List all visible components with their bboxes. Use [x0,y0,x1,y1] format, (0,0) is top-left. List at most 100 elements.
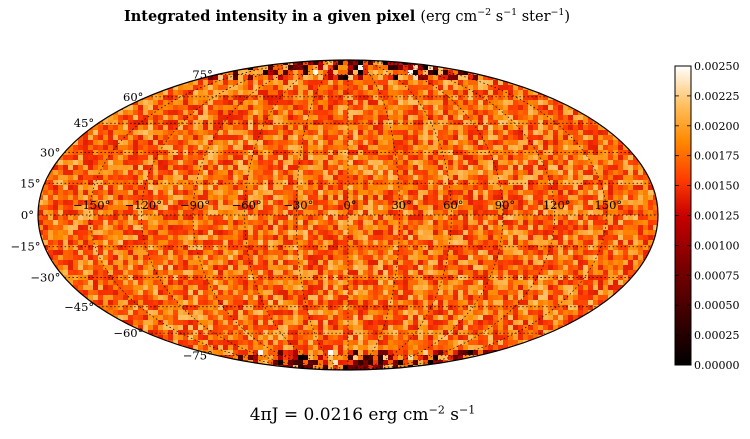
heatmap-cell [228,130,233,135]
heatmap-cell [323,100,328,105]
heatmap-cell [348,260,353,265]
heatmap-cell [428,260,433,265]
heatmap-cell [568,255,573,260]
heatmap-cell [463,110,468,115]
heatmap-cell [78,265,83,270]
heatmap-cell [533,135,538,140]
heatmap-cell [408,220,413,225]
heatmap-cell [53,245,58,250]
heatmap-cell [258,165,263,170]
heatmap-cell [178,240,183,245]
heatmap-cell [303,245,308,250]
heatmap-cell [218,155,223,160]
heatmap-cell [588,245,593,250]
heatmap-cell [453,235,458,240]
heatmap-cell [158,190,163,195]
heatmap-cell [228,200,233,205]
heatmap-cell [273,160,278,165]
heatmap-cell [458,95,463,100]
heatmap-cell [133,260,138,265]
heatmap-cell [188,245,193,250]
heatmap-cell [73,145,78,150]
heatmap-cell [458,210,463,215]
heatmap-cell [258,255,263,260]
heatmap-cell [148,290,153,295]
heatmap-cell [233,110,238,115]
heatmap-cell [113,270,118,275]
heatmap-cell [438,250,443,255]
heatmap-cell [483,215,488,220]
heatmap-cell [398,105,403,110]
heatmap-cell [513,110,518,115]
heatmap-cell [608,255,613,260]
heatmap-cell [43,255,48,260]
heatmap-cell [98,220,103,225]
heatmap-cell [173,120,178,125]
heatmap-cell [208,120,213,125]
heatmap-cell [113,105,118,110]
heatmap-cell [508,265,513,270]
heatmap-cell [628,180,633,185]
heatmap-cell [373,105,378,110]
heatmap-cell [328,285,333,290]
heatmap-cell [648,230,653,235]
heatmap-cell [233,65,238,70]
heatmap-cell [248,100,253,105]
heatmap-cell [253,105,258,110]
heatmap-cell [463,125,468,130]
heatmap-cell [458,85,463,90]
heatmap-cell [208,215,213,220]
heatmap-cell [403,70,408,75]
heatmap-cell [53,235,58,240]
heatmap-cell [238,215,243,220]
heatmap-cell [418,115,423,120]
heatmap-cell [548,135,553,140]
heatmap-cell [328,70,333,75]
heatmap-cell [498,250,503,255]
heatmap-cell [353,200,358,205]
heatmap-cell [283,95,288,100]
heatmap-cell [248,220,253,225]
heatmap-cell [308,240,313,245]
heatmap-cell [78,250,83,255]
heatmap-cell [318,175,323,180]
heatmap-cell [338,230,343,235]
heatmap-cell [123,140,128,145]
heatmap-cell [543,210,548,215]
heatmap-cell [193,175,198,180]
heatmap-cell [143,120,148,125]
heatmap-cell [418,200,423,205]
heatmap-cell [558,285,563,290]
heatmap-cell [548,170,553,175]
heatmap-cell [533,155,538,160]
heatmap-cell [483,75,488,80]
heatmap-cell [108,270,113,275]
heatmap-cell [343,260,348,265]
heatmap-cell [293,85,298,90]
heatmap-cell [398,95,403,100]
heatmap-cell [318,250,323,255]
heatmap-cell [253,280,258,285]
heatmap-cell [523,180,528,185]
heatmap-cell [273,80,278,85]
heatmap-cell [373,115,378,120]
heatmap-cell [203,175,208,180]
heatmap-cell [93,135,98,140]
heatmap-cell [273,210,278,215]
heatmap-cell [178,180,183,185]
heatmap-cell [83,160,88,165]
heatmap-cell [418,100,423,105]
heatmap-cell [448,95,453,100]
heatmap-cell [338,235,343,240]
heatmap-cell [68,235,73,240]
heatmap-cell [643,210,648,215]
heatmap-cell [163,210,168,215]
heatmap-cell [333,275,338,280]
heatmap-cell [58,245,63,250]
heatmap-cell [48,225,53,230]
heatmap-cell [458,250,463,255]
heatmap-cell [458,265,463,270]
heatmap-cell [568,150,573,155]
heatmap-cell [553,125,558,130]
heatmap-cell [593,285,598,290]
